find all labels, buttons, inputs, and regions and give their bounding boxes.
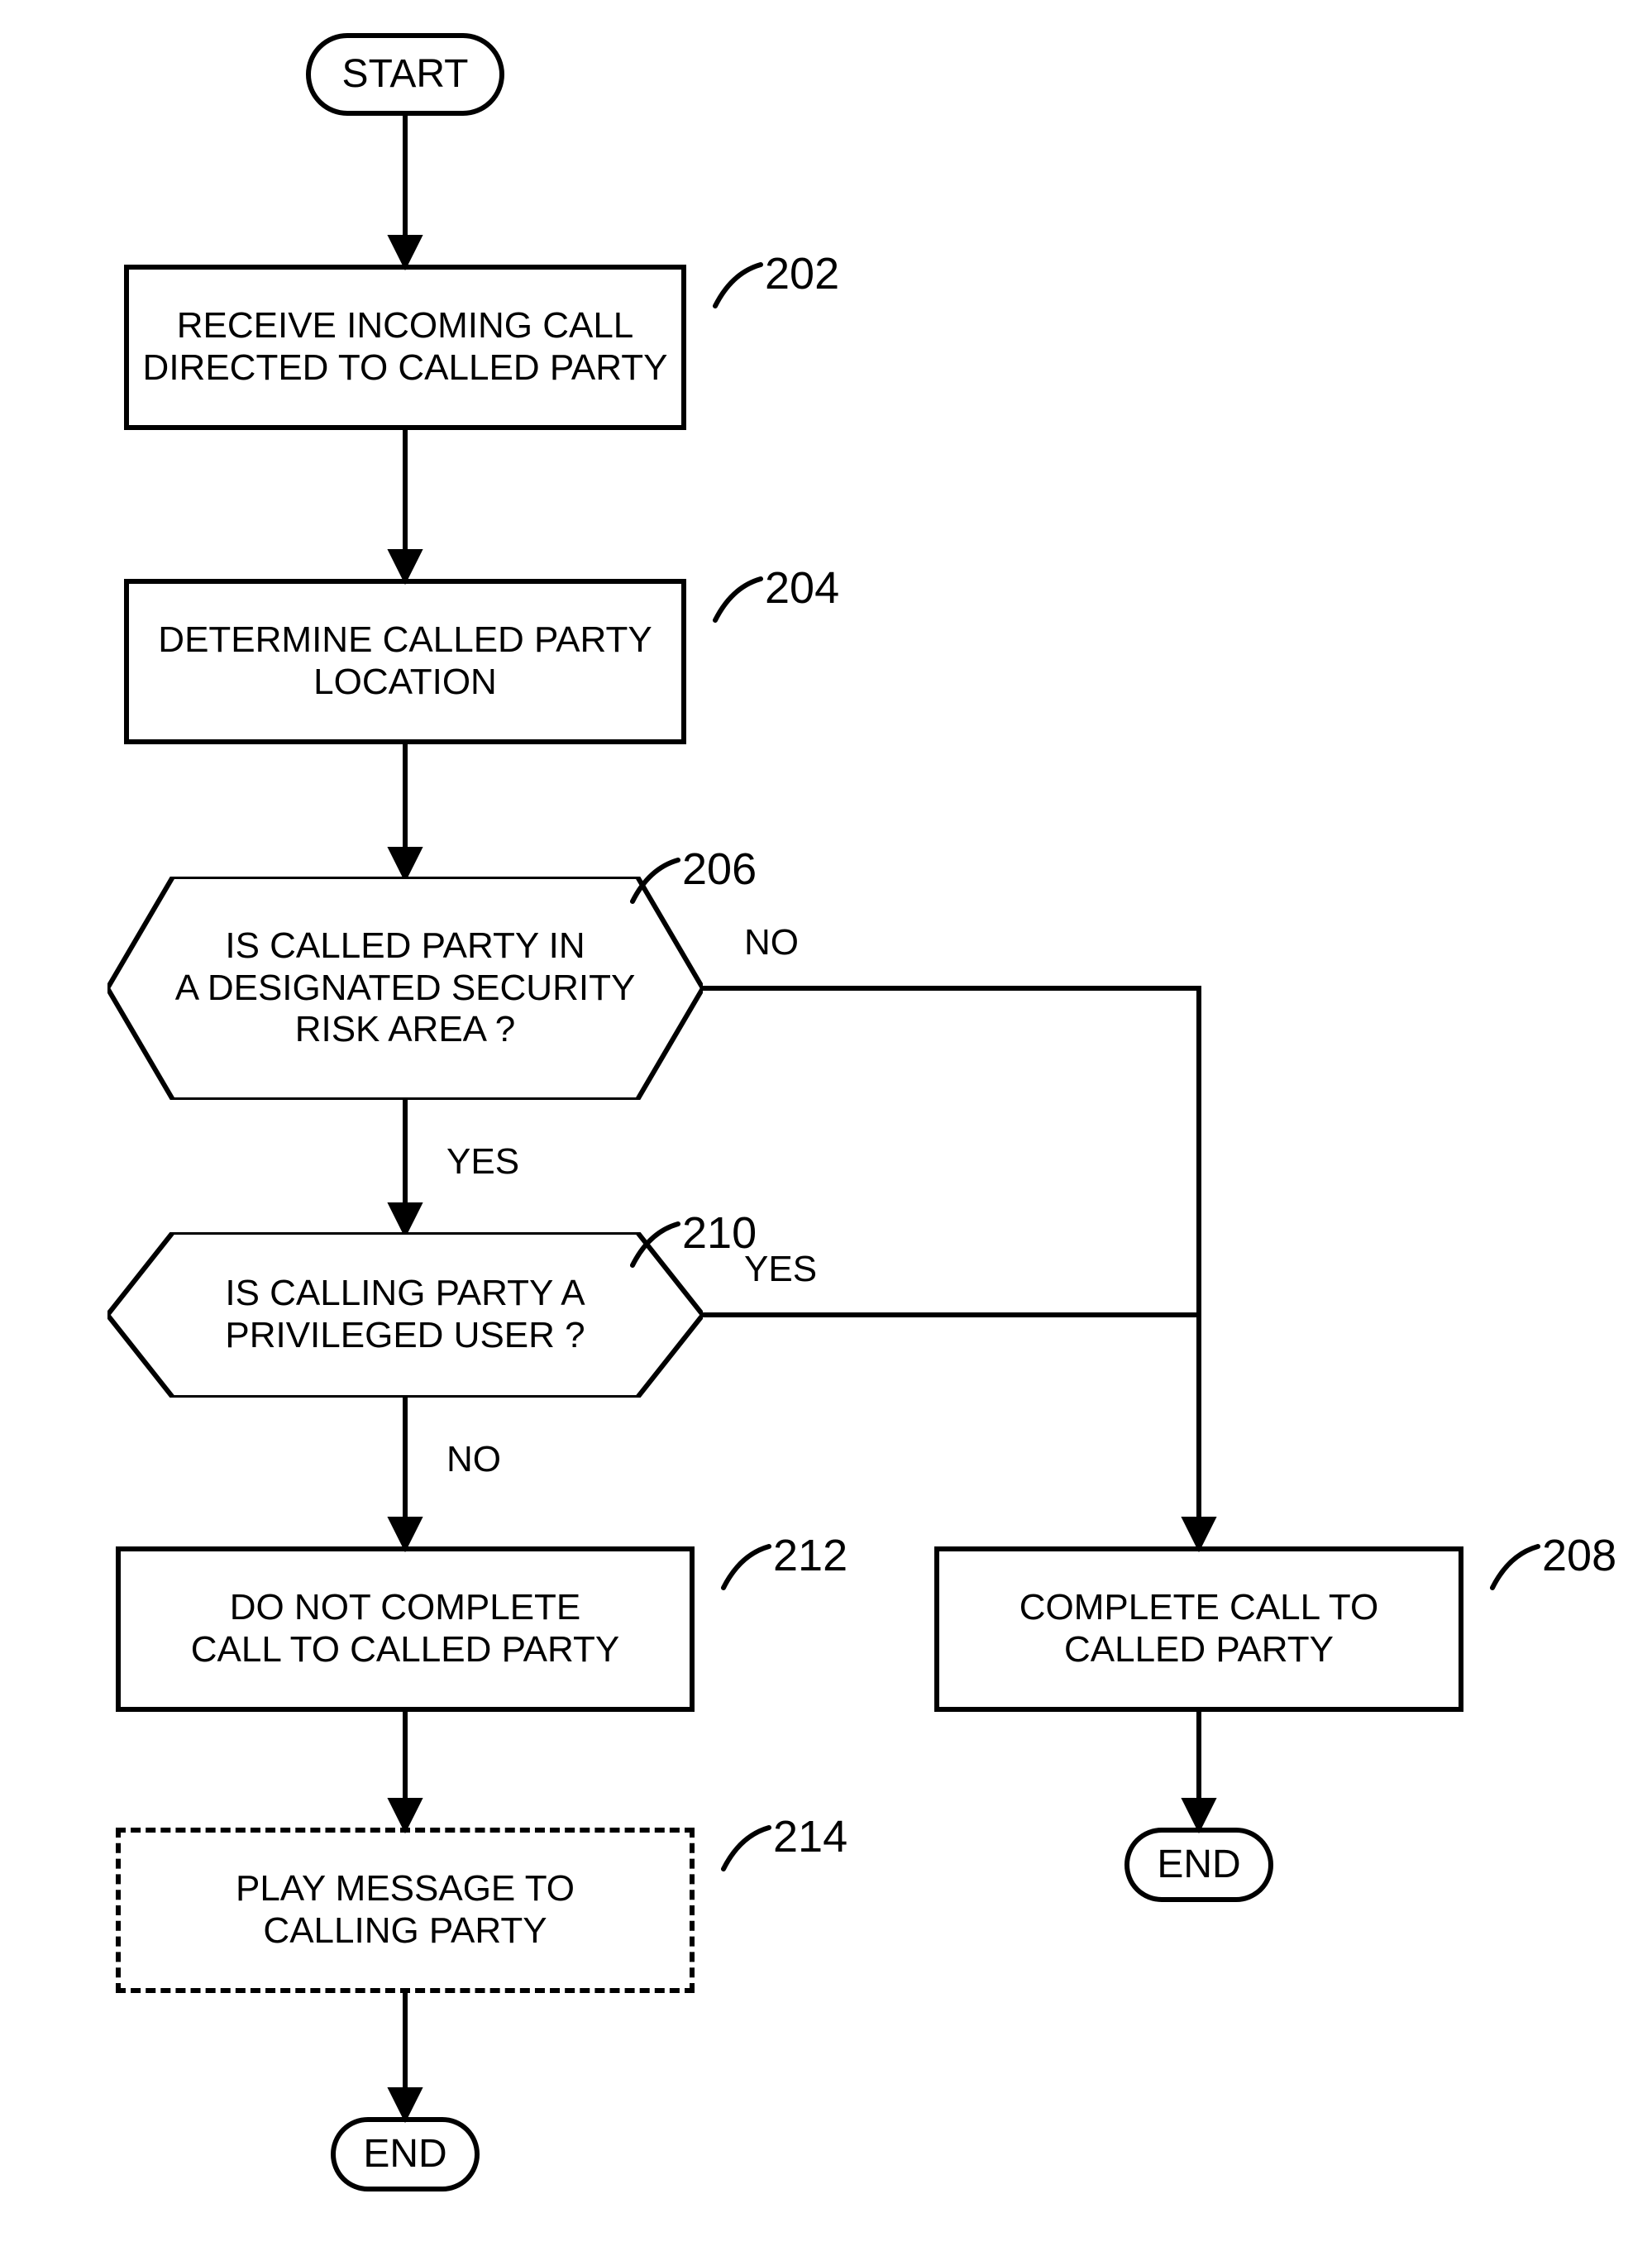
start-terminal: START	[306, 33, 504, 116]
process-node: DETERMINE CALLED PARTY LOCATION	[124, 579, 686, 744]
reference-callout: 212	[719, 1538, 785, 1596]
process-node: COMPLETE CALL TO CALLED PARTY	[934, 1546, 1463, 1712]
end-terminal: END	[331, 2117, 480, 2191]
reference-number: 208	[1542, 1530, 1616, 1581]
flowchart-canvas: YESNONOYESSTARTRECEIVE INCOMING CALL DIR…	[0, 0, 1652, 2256]
decision-node: IS CALLED PARTY IN A DESIGNATED SECURITY…	[107, 877, 703, 1100]
edge-label: NO	[744, 922, 799, 963]
reference-number: 204	[765, 562, 839, 614]
reference-callout: 206	[628, 852, 695, 910]
reference-number: 202	[765, 248, 839, 299]
reference-number: 214	[773, 1811, 847, 1862]
node-label: IS CALLED PARTY IN A DESIGNATED SECURITY…	[107, 877, 703, 1100]
process-node: PLAY MESSAGE TO CALLING PARTY	[116, 1828, 695, 1993]
reference-number: 212	[773, 1530, 847, 1581]
end-terminal: END	[1124, 1828, 1273, 1902]
reference-number: 206	[682, 844, 757, 895]
edge-label: YES	[446, 1141, 519, 1183]
edge-label: NO	[446, 1439, 501, 1480]
process-node: RECEIVE INCOMING CALL DIRECTED TO CALLED…	[124, 265, 686, 430]
reference-callout: 204	[711, 571, 777, 629]
decision-node: IS CALLING PARTY A PRIVILEGED USER ?	[107, 1232, 703, 1398]
reference-callout: 202	[711, 256, 777, 314]
reference-number: 210	[682, 1207, 757, 1259]
reference-callout: 208	[1488, 1538, 1554, 1596]
process-node: DO NOT COMPLETE CALL TO CALLED PARTY	[116, 1546, 695, 1712]
reference-callout: 210	[628, 1216, 695, 1274]
node-label: IS CALLING PARTY A PRIVILEGED USER ?	[107, 1232, 703, 1398]
reference-callout: 214	[719, 1819, 785, 1877]
